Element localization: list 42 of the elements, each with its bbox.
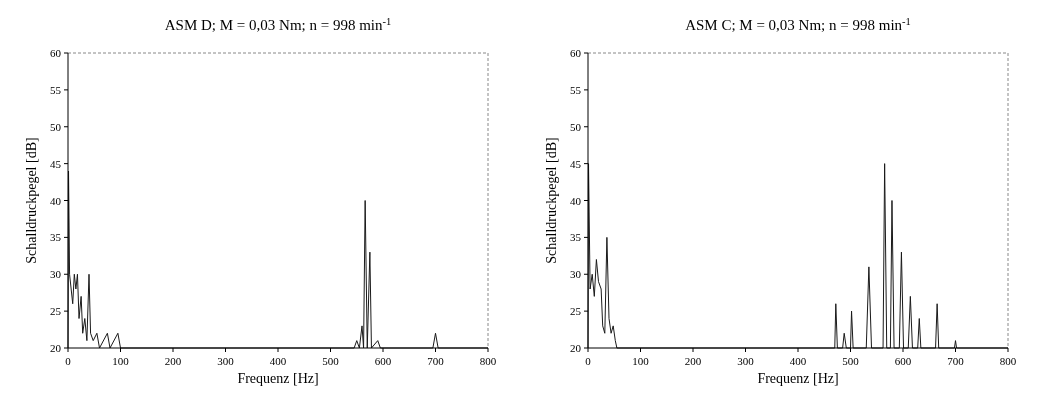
- y-tick-label: 60: [570, 47, 582, 59]
- x-tick-label: 600: [374, 355, 392, 367]
- x-tick-label: 100: [112, 355, 130, 367]
- y-tick-label: 35: [50, 231, 62, 244]
- x-axis-title: Frequenz [Hz]: [237, 371, 319, 386]
- chart-title: ASM C; M = 0,03 Nm; n = 998 min$^{-1}$: [685, 15, 911, 33]
- y-tick-label: 55: [570, 83, 582, 96]
- y-tick-label: 60: [50, 47, 62, 59]
- y-axis-title: Schalldruckpegel [dB]: [544, 137, 559, 264]
- x-tick-label: 200: [684, 355, 702, 367]
- x-tick-label: 300: [217, 355, 235, 367]
- x-tick-label: 500: [322, 355, 340, 367]
- y-tick-label: 25: [570, 305, 582, 318]
- y-tick-label: 40: [570, 194, 582, 207]
- y-axis-title: Schalldruckpegel [dB]: [24, 137, 39, 264]
- x-tick-label: 200: [164, 355, 182, 367]
- y-tick-label: 50: [570, 120, 582, 133]
- y-tick-label: 55: [50, 83, 62, 96]
- x-tick-label: 0: [585, 355, 592, 367]
- y-tick-label: 20: [570, 342, 582, 354]
- chart-title: ASM D; M = 0,03 Nm; n = 998 min$^{-1}$: [164, 15, 392, 33]
- y-tick-label: 25: [50, 305, 62, 318]
- x-tick-label: 800: [999, 355, 1017, 367]
- x-tick-label: 100: [632, 355, 650, 367]
- y-tick-label: 35: [570, 231, 582, 244]
- x-tick-label: 0: [65, 355, 72, 367]
- x-tick-label: 600: [894, 355, 912, 367]
- y-tick-label: 50: [50, 120, 62, 133]
- x-tick-label: 300: [737, 355, 755, 367]
- y-tick-label: 45: [570, 157, 582, 170]
- x-tick-label: 500: [842, 355, 860, 367]
- x-tick-label: 400: [789, 355, 807, 367]
- x-tick-label: 400: [269, 355, 287, 367]
- y-tick-label: 30: [570, 268, 582, 281]
- x-tick-label: 700: [427, 355, 445, 367]
- y-tick-label: 45: [50, 157, 62, 170]
- y-tick-label: 40: [50, 194, 62, 207]
- y-tick-label: 30: [50, 268, 62, 281]
- x-tick-label: 700: [947, 355, 965, 367]
- x-axis-title: Frequenz [Hz]: [757, 371, 839, 386]
- x-tick-label: 800: [479, 355, 497, 367]
- y-tick-label: 20: [50, 342, 62, 354]
